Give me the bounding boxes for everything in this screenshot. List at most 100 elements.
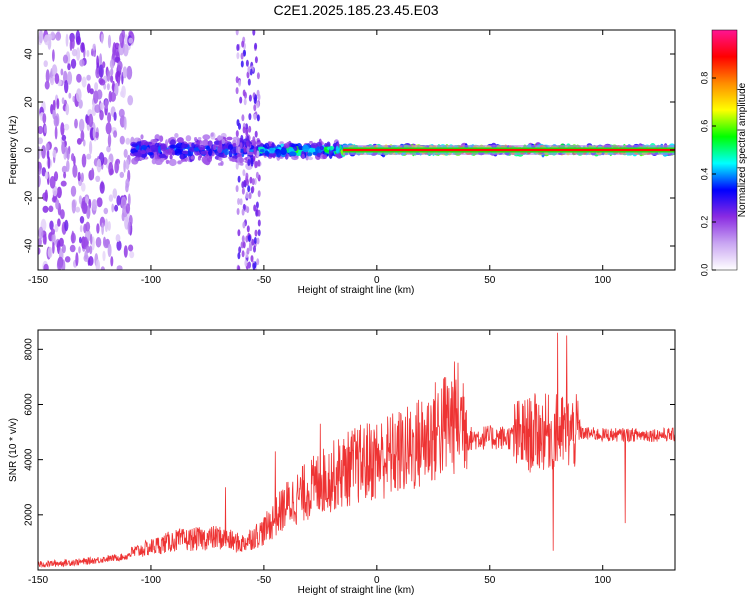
heatmap-cell bbox=[288, 151, 297, 157]
heatmap-cell bbox=[158, 145, 162, 154]
heatmap-cell bbox=[238, 153, 242, 157]
heatmap-cell bbox=[255, 201, 259, 209]
heatmap-cell bbox=[81, 76, 87, 88]
heatmap-cell bbox=[51, 64, 58, 77]
heatmap-cell bbox=[104, 218, 109, 233]
heatmap-cell bbox=[236, 208, 240, 215]
heatmap-cell bbox=[249, 176, 253, 184]
heatmap-cell bbox=[106, 83, 110, 91]
heatmap-cell bbox=[112, 188, 118, 199]
heatmap-cell bbox=[181, 150, 190, 155]
heatmap-cell bbox=[118, 108, 125, 118]
heatmap-cell bbox=[254, 229, 258, 237]
heatmap-cell bbox=[78, 195, 82, 205]
heatmap-cell bbox=[115, 234, 121, 243]
heatmap-cell bbox=[99, 181, 105, 194]
heatmap-cell bbox=[235, 130, 239, 138]
heatmap-cell bbox=[77, 171, 81, 182]
heatmap-cell bbox=[237, 175, 241, 183]
heatmap-cell bbox=[78, 246, 81, 254]
y-tick-label: 0 bbox=[24, 147, 35, 153]
heatmap-cell bbox=[248, 125, 252, 133]
heatmap-cell bbox=[240, 60, 244, 68]
heatmap-cell bbox=[81, 200, 88, 214]
heatmap-cell bbox=[61, 97, 65, 105]
heatmap-cell bbox=[308, 156, 314, 161]
heatmap-cell bbox=[264, 150, 269, 156]
heatmap-cell bbox=[91, 167, 94, 180]
heatmap-cell bbox=[53, 171, 59, 182]
heatmap-cell bbox=[95, 175, 101, 182]
y-tick-label: 2000 bbox=[24, 503, 35, 526]
heatmap-cell bbox=[249, 244, 253, 252]
heatmap-cell bbox=[144, 141, 153, 145]
heatmap-cell bbox=[38, 137, 43, 145]
heatmap-cell bbox=[69, 244, 76, 253]
heatmap-cell bbox=[86, 153, 92, 160]
heatmap-cell bbox=[100, 33, 104, 44]
heatmap-cell bbox=[52, 99, 56, 111]
heatmap-cell bbox=[94, 104, 101, 113]
heatmap-cell bbox=[250, 157, 254, 165]
heatmap-cell bbox=[335, 145, 339, 153]
heatmap-cell bbox=[264, 142, 270, 150]
heatmap-cell bbox=[110, 256, 114, 267]
heatmap-cell bbox=[217, 145, 223, 153]
heatmap-cell bbox=[127, 95, 134, 106]
heatmap-cell bbox=[61, 244, 66, 254]
heatmap-cell bbox=[154, 158, 163, 165]
heatmap-cell bbox=[63, 123, 70, 131]
heatmap-cell bbox=[55, 31, 62, 41]
colorbar-tick-label: 0.4 bbox=[699, 168, 709, 181]
heatmap-cell bbox=[65, 103, 70, 116]
heatmap-cell bbox=[102, 250, 106, 262]
heatmap-cell bbox=[135, 157, 140, 161]
heatmap-cell bbox=[125, 137, 131, 145]
heatmap-cell bbox=[96, 197, 103, 208]
heatmap-cell bbox=[107, 112, 112, 123]
heatmap-cell bbox=[86, 74, 91, 81]
heatmap-cell bbox=[194, 150, 200, 156]
heatmap-cell bbox=[240, 134, 244, 142]
heatmap-cell bbox=[168, 158, 177, 167]
heatmap-cell bbox=[241, 114, 245, 122]
heatmap-cell bbox=[242, 126, 246, 134]
heatmap-cell bbox=[268, 153, 275, 157]
heatmap-cell bbox=[131, 143, 138, 148]
heatmap-cell bbox=[70, 58, 77, 69]
heatmap-cell bbox=[125, 158, 130, 170]
heatmap-cell bbox=[88, 256, 94, 266]
heatmap-cell bbox=[56, 186, 62, 199]
heatmap-cell bbox=[119, 34, 123, 44]
heatmap-cell bbox=[247, 261, 251, 269]
heatmap-cell bbox=[247, 185, 251, 193]
heatmap-cell bbox=[42, 192, 48, 201]
heatmap-cell bbox=[128, 37, 133, 44]
heatmap-cell bbox=[193, 147, 200, 152]
heatmap-cell bbox=[239, 96, 243, 104]
heatmap-cell bbox=[257, 190, 261, 198]
heatmap-cell bbox=[103, 207, 109, 215]
heatmap-cell bbox=[57, 218, 61, 227]
heatmap-cell bbox=[198, 144, 206, 151]
heatmap-cell bbox=[241, 208, 245, 216]
heatmap-cell bbox=[169, 154, 173, 160]
heatmap-cell bbox=[116, 240, 122, 251]
heatmap-cell bbox=[65, 33, 69, 47]
heatmap-cell bbox=[247, 78, 251, 86]
snr-y-label: SNR (10 * v/v) bbox=[8, 418, 19, 482]
heatmap-cell bbox=[174, 148, 182, 156]
heatmap-cell bbox=[235, 162, 239, 170]
heatmap-cell bbox=[140, 145, 148, 150]
heatmap-cell bbox=[42, 205, 49, 213]
spectrogram-x-label: Height of straight line (km) bbox=[298, 285, 415, 296]
heatmap-cell bbox=[301, 153, 305, 160]
snr-series-line bbox=[38, 332, 675, 569]
heatmap-cell bbox=[76, 73, 82, 83]
heatmap-cell bbox=[236, 52, 240, 60]
heatmap-cell bbox=[60, 209, 65, 220]
heatmap-cell bbox=[88, 113, 94, 128]
heatmap-cell bbox=[114, 42, 120, 50]
heatmap-cell bbox=[322, 154, 328, 160]
